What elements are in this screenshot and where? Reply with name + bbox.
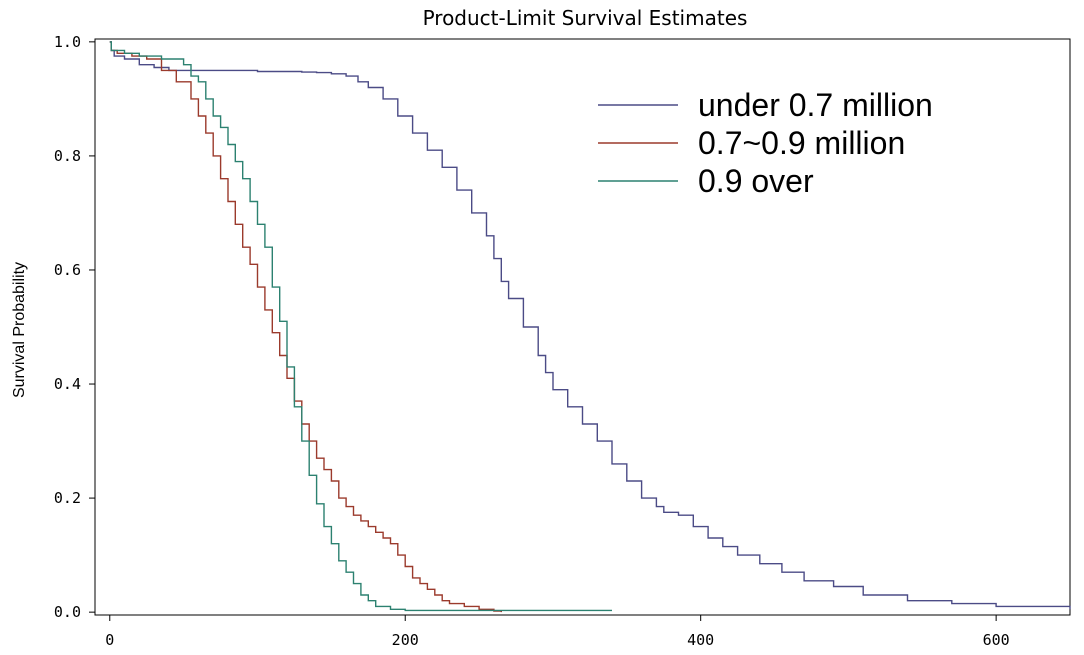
legend-label: 0.7~0.9 million	[698, 125, 905, 161]
x-tick-label: 0	[105, 631, 114, 649]
y-tick-label: 0.0	[54, 603, 81, 621]
y-tick-label: 0.2	[54, 489, 81, 507]
x-axis: 0 200 400 600	[105, 615, 1010, 649]
legend-label: under 0.7 million	[698, 87, 933, 123]
y-tick-label: 0.6	[54, 261, 81, 279]
y-tick-label: 0.8	[54, 147, 81, 165]
series-line-2	[109, 41, 612, 612]
plot-area-frame	[94, 38, 1071, 616]
series-line-0	[109, 41, 1071, 610]
y-tick-label: 0.4	[54, 375, 81, 393]
legend-background	[590, 80, 990, 210]
x-tick-label: 600	[983, 631, 1010, 649]
y-axis-label: Survival Probability	[11, 262, 28, 398]
y-axis: 0.0 0.2 0.4 0.6 0.8 1.0	[54, 33, 95, 621]
legend-label: 0.9 over	[698, 163, 814, 199]
series-layer	[109, 41, 1071, 613]
chart-title: Product-Limit Survival Estimates	[423, 6, 748, 30]
x-tick-label: 400	[687, 631, 714, 649]
x-tick-label: 200	[392, 631, 419, 649]
series-line-1	[109, 41, 502, 613]
y-tick-label: 1.0	[54, 33, 81, 51]
